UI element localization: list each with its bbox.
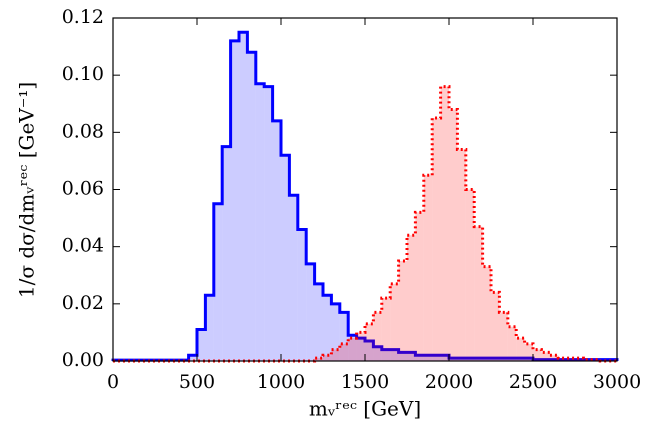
histogram-bar <box>297 229 307 361</box>
histogram-bar <box>289 195 298 361</box>
histogram-bar <box>373 346 382 361</box>
histogram-bar <box>440 355 449 361</box>
histogram-bar <box>230 40 239 361</box>
histogram-bar <box>398 260 407 361</box>
histogram-bar <box>264 86 273 361</box>
histogram-bar <box>415 355 424 361</box>
histogram-bar <box>365 340 374 361</box>
x-tick-label: 3000 <box>593 371 641 393</box>
plot-area <box>111 30 619 363</box>
histogram-bar <box>314 283 323 361</box>
histogram-bar <box>449 109 458 361</box>
y-tick-label: 0.04 <box>62 235 104 257</box>
histogram-bar <box>474 226 483 361</box>
histogram-bar <box>239 32 248 362</box>
histogram-bar <box>323 355 332 361</box>
histogram-bar <box>549 355 559 361</box>
histogram-bar <box>407 352 416 361</box>
histogram-bar <box>423 355 433 361</box>
histogram-bar <box>197 329 206 361</box>
histogram-bar <box>507 326 517 361</box>
x-tick-label: 0 <box>107 371 119 393</box>
histogram-bar <box>499 312 508 361</box>
histogram-bar <box>482 266 491 361</box>
axes-frame <box>112 17 618 362</box>
histogram-bar <box>247 52 256 362</box>
x-tick-label: 500 <box>179 371 215 393</box>
histogram-bar <box>432 355 441 361</box>
histogram-bar <box>348 335 357 361</box>
histogram-bar <box>348 338 357 361</box>
histogram-bar <box>491 292 500 361</box>
histogram-bar <box>331 349 340 361</box>
x-axis-label: mᵥʳᵉᶜ [GeV] <box>309 397 421 421</box>
histogram-bar <box>381 298 391 361</box>
histogram-outline <box>113 85 617 363</box>
histogram-bar <box>440 86 449 361</box>
histogram-bar <box>213 203 223 361</box>
y-tick-label: 0.02 <box>62 292 104 314</box>
y-tick-label: 0.06 <box>62 178 104 200</box>
histogram-bar <box>566 358 575 361</box>
histogram-bar <box>365 323 374 361</box>
histogram-outline <box>111 30 619 362</box>
histogram-bar <box>415 212 424 361</box>
histogram-bar <box>575 358 584 361</box>
histogram-bar <box>423 175 433 361</box>
histogram-bar <box>314 358 323 361</box>
histogram-bar <box>356 332 365 361</box>
y-tick-label: 0.10 <box>62 63 104 85</box>
histogram-bar <box>457 149 466 361</box>
histogram-bar <box>432 118 441 362</box>
x-tick-label: 2500 <box>509 371 557 393</box>
histogram-bar <box>390 283 399 361</box>
histogram-bar <box>339 312 349 361</box>
histogram-bar <box>188 355 197 361</box>
histogram-bar <box>516 338 525 361</box>
histogram-bar <box>323 295 332 361</box>
histogram-bar <box>281 155 290 361</box>
histogram-bar <box>541 352 550 361</box>
histogram-bar <box>272 120 281 362</box>
histogram-bar <box>533 349 542 361</box>
y-axis-label: 1/σ dσ/dmᵥʳᵉᶜ [GeV⁻¹] <box>15 82 39 298</box>
y-tick-label: 0.12 <box>62 6 104 28</box>
histogram-bar <box>205 295 214 361</box>
histogram-bar <box>398 352 407 361</box>
histogram-bar <box>255 83 265 361</box>
histogram-bar <box>339 343 349 361</box>
y-tick-label: 0.08 <box>62 120 104 142</box>
histogram-bar <box>306 263 315 361</box>
histogram-bar <box>373 312 382 361</box>
histogram-bar <box>356 338 365 361</box>
histogram-bar <box>465 189 475 361</box>
y-tick-label: 0.00 <box>62 349 104 371</box>
histogram-bar <box>407 235 416 361</box>
histogram-bar <box>381 349 391 361</box>
x-tick-label: 1000 <box>257 371 305 393</box>
histogram-bar <box>331 303 340 361</box>
x-tick-label: 2000 <box>425 371 473 393</box>
histogram-bar <box>524 343 533 361</box>
x-tick-label: 1500 <box>341 371 389 393</box>
histogram-bar <box>390 349 399 361</box>
histogram-bar <box>222 146 231 361</box>
